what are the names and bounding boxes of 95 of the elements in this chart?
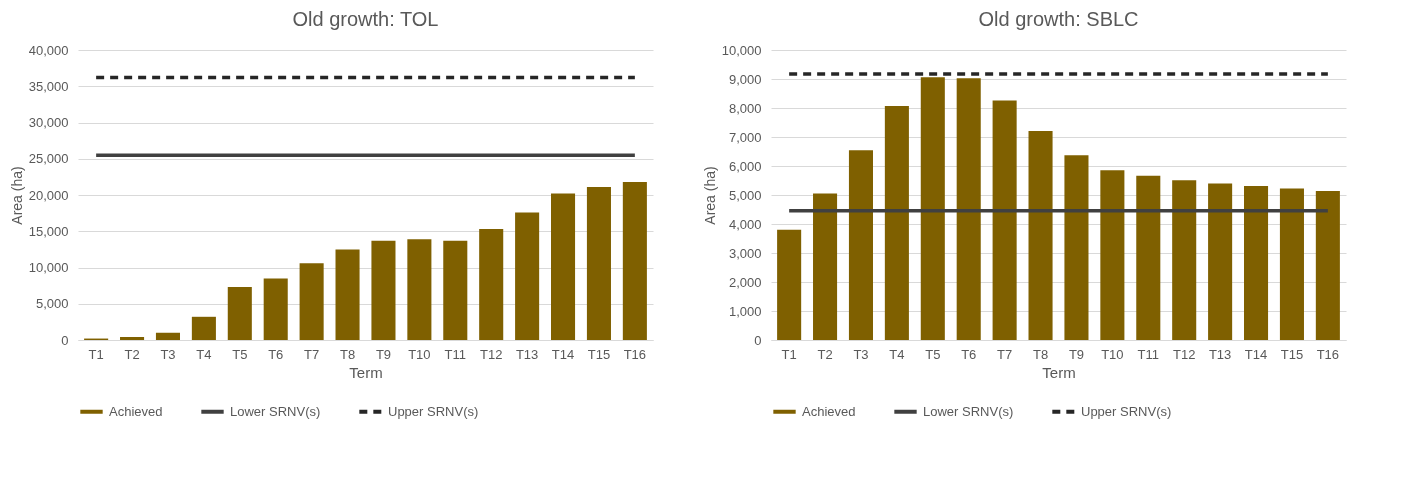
x-tick-label: T11 — [444, 346, 467, 362]
x-tick-label: T10 — [1101, 346, 1124, 362]
bar — [479, 229, 504, 340]
y-tick-label: 10,000 — [721, 42, 762, 58]
legend-label: Lower SRNV(s) — [923, 403, 1014, 419]
bar — [884, 105, 909, 340]
bar — [120, 337, 145, 340]
x-tick-label: T6 — [961, 346, 977, 362]
x-tick-label: T1 — [88, 346, 104, 362]
x-tick-label: T4 — [196, 346, 212, 362]
legend-label: Achieved — [802, 403, 856, 419]
bar — [813, 193, 838, 340]
legend-label: Lower SRNV(s) — [230, 403, 321, 419]
bar — [1100, 170, 1125, 340]
y-axis-title: Area (ha) — [701, 166, 718, 225]
x-tick-label: T10 — [408, 346, 431, 362]
x-tick-label: T8 — [1032, 346, 1049, 362]
x-tick-label: T6 — [268, 346, 284, 362]
bar — [1028, 130, 1053, 340]
y-tick-label: 5,000 — [728, 187, 762, 203]
x-tick-label: T16 — [623, 346, 647, 362]
x-tick-label: T5 — [925, 346, 941, 362]
bar — [551, 193, 576, 340]
bar — [515, 212, 540, 340]
y-tick-label: 1,000 — [728, 303, 762, 319]
y-tick-label: 0 — [754, 332, 762, 348]
legend-label: Upper SRNV(s) — [1081, 403, 1172, 419]
x-tick-label: T13 — [1208, 346, 1232, 362]
x-tick-label: T14 — [1244, 346, 1268, 362]
x-tick-label: T12 — [1173, 346, 1196, 362]
y-tick-label: 5,000 — [35, 296, 69, 312]
y-tick-label: 3,000 — [728, 245, 762, 261]
x-tick-label: T7 — [997, 346, 1013, 362]
x-tick-label: T9 — [1068, 346, 1085, 362]
x-tick-label: T13 — [515, 346, 539, 362]
bar — [1279, 188, 1304, 340]
x-axis-title: Term — [1042, 363, 1076, 381]
x-tick-label: T14 — [551, 346, 575, 362]
chart-title: Old growth: TOL — [292, 8, 439, 30]
bar — [1315, 190, 1340, 340]
bar — [371, 240, 396, 340]
bar — [443, 240, 468, 340]
x-tick-label: T8 — [339, 346, 356, 362]
bar — [1136, 175, 1161, 340]
x-tick-label: T7 — [304, 346, 320, 362]
bar — [1064, 155, 1089, 340]
chart-title: Old growth: SBLC — [978, 8, 1139, 30]
x-tick-label: T12 — [480, 346, 503, 362]
y-tick-label: 40,000 — [28, 42, 69, 58]
y-tick-label: 8,000 — [728, 100, 762, 116]
y-tick-label: 20,000 — [28, 187, 69, 203]
bar — [992, 100, 1017, 340]
x-tick-label: T1 — [781, 346, 797, 362]
bar — [299, 263, 324, 340]
bar — [920, 77, 945, 340]
y-tick-label: 7,000 — [728, 129, 762, 145]
bar — [1208, 183, 1233, 340]
x-tick-label: T3 — [853, 346, 869, 362]
y-tick-label: 30,000 — [28, 115, 69, 130]
bar — [1244, 186, 1269, 340]
y-tick-label: 6,000 — [728, 158, 762, 174]
y-tick-label: 15,000 — [28, 223, 69, 239]
y-tick-label: 2,000 — [728, 274, 762, 290]
bar — [407, 239, 432, 340]
x-tick-label: T4 — [889, 346, 905, 362]
x-tick-label: T15 — [587, 346, 611, 362]
bar — [227, 287, 252, 340]
y-tick-label: 0 — [61, 332, 69, 348]
bar — [956, 78, 981, 340]
bar — [586, 187, 611, 340]
bar — [155, 332, 180, 340]
x-tick-label: T5 — [232, 346, 248, 362]
bar — [777, 229, 802, 340]
legend-label: Achieved — [109, 403, 163, 419]
bar — [622, 181, 647, 340]
y-tick-label: 25,000 — [28, 151, 69, 167]
x-tick-label: T9 — [375, 346, 392, 362]
y-tick-label: 4,000 — [728, 216, 762, 232]
legend-label: Upper SRNV(s) — [388, 403, 479, 419]
y-tick-label: 10,000 — [28, 260, 69, 275]
x-tick-label: T11 — [1137, 346, 1160, 362]
y-tick-label: 35,000 — [28, 78, 69, 94]
y-tick-label: 9,000 — [728, 71, 762, 87]
x-axis-title: Term — [349, 363, 383, 381]
bar — [335, 249, 360, 340]
x-tick-label: T15 — [1280, 346, 1304, 362]
x-tick-label: T2 — [124, 346, 140, 362]
y-axis-title: Area (ha) — [8, 166, 25, 225]
x-tick-label: T3 — [160, 346, 176, 362]
bar — [191, 316, 216, 340]
x-tick-label: T16 — [1316, 346, 1340, 362]
x-tick-label: T2 — [817, 346, 833, 362]
bar — [1172, 180, 1197, 340]
bar — [263, 278, 288, 340]
bar — [848, 150, 873, 340]
